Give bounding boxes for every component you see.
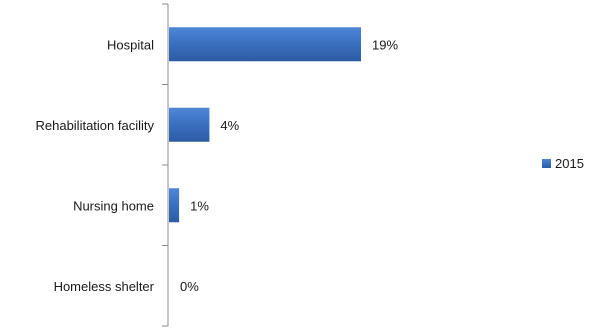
data-label: 19% — [372, 37, 398, 52]
legend-swatch-2015 — [542, 159, 551, 168]
category-label: Rehabilitation facility — [35, 118, 154, 133]
bars-layer — [169, 27, 361, 223]
labels-layer: Hospital 19% Rehabilitation facility 4% Nurs… — [35, 37, 398, 294]
bar-rehabilitation-facility — [169, 107, 210, 142]
data-label: 0% — [180, 279, 199, 294]
category-label: Homeless shelter — [54, 279, 155, 294]
data-label: 4% — [220, 118, 239, 133]
category-label: Hospital — [107, 37, 154, 52]
axis-layer — [162, 3, 169, 327]
bar-nursing-home — [169, 188, 180, 223]
data-label: 1% — [190, 198, 209, 213]
category-label: Nursing home — [73, 198, 154, 213]
legend: 2015 — [542, 156, 584, 171]
legend-label-2015: 2015 — [555, 156, 584, 171]
bar-hospital — [169, 27, 361, 62]
